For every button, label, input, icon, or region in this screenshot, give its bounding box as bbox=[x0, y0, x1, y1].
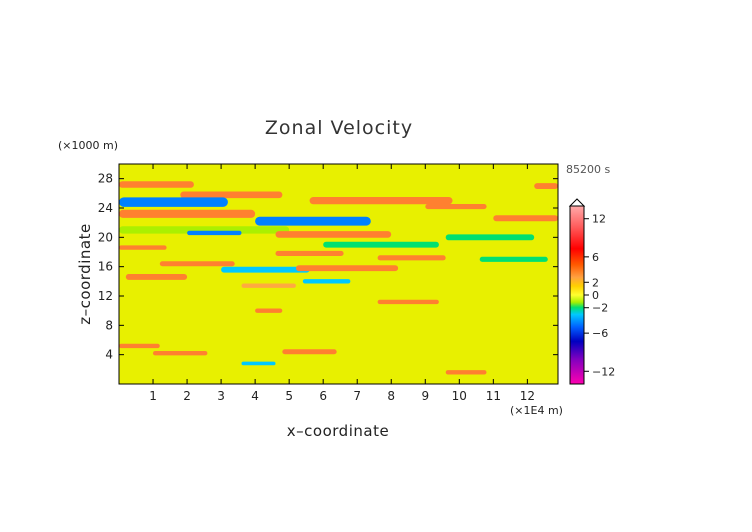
velocity-band bbox=[119, 209, 256, 218]
velocity-band bbox=[445, 370, 487, 375]
x-tick-label: 3 bbox=[217, 389, 225, 403]
velocity-band bbox=[275, 231, 392, 238]
colorbar-ticks: 12 6 20−2 −6 −12 bbox=[584, 213, 615, 378]
time-label: 85200 s bbox=[566, 163, 610, 176]
y-tick-label: 12 bbox=[98, 289, 113, 303]
velocity-field bbox=[119, 181, 558, 375]
velocity-band bbox=[187, 230, 242, 236]
y-tick-label: 28 bbox=[98, 172, 113, 186]
y-tick-label: 4 bbox=[105, 348, 113, 362]
velocity-band bbox=[255, 308, 283, 313]
y-ticks: 4 8 12 16 20 24 28 bbox=[98, 172, 558, 362]
velocity-band bbox=[153, 351, 208, 356]
y-tick-label: 16 bbox=[98, 260, 113, 274]
x-tick-label: 8 bbox=[387, 389, 395, 403]
x-tick-label: 12 bbox=[520, 389, 535, 403]
velocity-band bbox=[125, 274, 188, 280]
x-tick-label: 4 bbox=[251, 389, 259, 403]
x-unit-label: (×1E4 m) bbox=[510, 404, 563, 417]
x-tick-label: 7 bbox=[353, 389, 361, 403]
y-tick-label: 8 bbox=[105, 318, 113, 332]
x-tick-label: 11 bbox=[486, 389, 501, 403]
velocity-band bbox=[159, 261, 235, 267]
x-ticks: 1 2 3 4 5 6 7 8 9 10 11 12 bbox=[149, 164, 535, 403]
velocity-band bbox=[534, 183, 558, 189]
x-tick-label: 10 bbox=[452, 389, 467, 403]
velocity-band bbox=[479, 256, 548, 262]
y-axis-label: z–coordinate bbox=[76, 223, 94, 324]
colorbar: 12 6 20−2 −6 −12 bbox=[568, 198, 615, 385]
velocity-band bbox=[296, 265, 399, 272]
colorbar-extend-arrow bbox=[568, 198, 586, 207]
velocity-band bbox=[119, 181, 194, 188]
colorbar-tick-label: 0 bbox=[592, 289, 599, 302]
velocity-band bbox=[119, 226, 290, 234]
colorbar-tick-label: 2 bbox=[592, 276, 599, 289]
velocity-band bbox=[377, 299, 439, 305]
velocity-band bbox=[309, 197, 453, 205]
x-tick-label: 6 bbox=[319, 389, 327, 403]
y-tick-label: 20 bbox=[98, 230, 113, 244]
x-tick-label: 5 bbox=[285, 389, 293, 403]
velocity-band bbox=[425, 204, 487, 210]
velocity-band bbox=[445, 234, 535, 241]
velocity-band bbox=[119, 343, 160, 349]
chart-title: Zonal Velocity bbox=[265, 117, 413, 139]
velocity-band bbox=[241, 283, 296, 288]
velocity-band bbox=[180, 191, 283, 199]
colorbar-tick-label: −6 bbox=[592, 327, 608, 340]
x-tick-label: 1 bbox=[149, 389, 157, 403]
x-tick-label: 9 bbox=[421, 389, 429, 403]
colorbar-tick-label: 12 bbox=[592, 213, 606, 226]
colorbar-tick-label: 6 bbox=[592, 251, 599, 264]
velocity-band bbox=[241, 361, 276, 366]
y-unit-label: (×1000 m) bbox=[58, 139, 118, 152]
velocity-band bbox=[282, 349, 337, 355]
velocity-band bbox=[275, 250, 344, 256]
velocity-band bbox=[302, 279, 351, 284]
velocity-band bbox=[493, 215, 558, 222]
velocity-band bbox=[119, 197, 228, 207]
x-axis-label: x–coordinate bbox=[287, 422, 389, 440]
colorbar-tick-label: −2 bbox=[592, 302, 608, 315]
velocity-band bbox=[323, 241, 439, 248]
colorbar-tick-label: −12 bbox=[592, 365, 615, 378]
velocity-band bbox=[119, 245, 167, 250]
velocity-band bbox=[255, 216, 371, 226]
x-tick-label: 2 bbox=[183, 389, 191, 403]
velocity-band bbox=[377, 255, 446, 261]
velocity-band bbox=[221, 266, 310, 273]
y-tick-label: 24 bbox=[98, 201, 113, 215]
colorbar-ramp bbox=[569, 205, 585, 385]
plot-frame bbox=[118, 163, 559, 385]
